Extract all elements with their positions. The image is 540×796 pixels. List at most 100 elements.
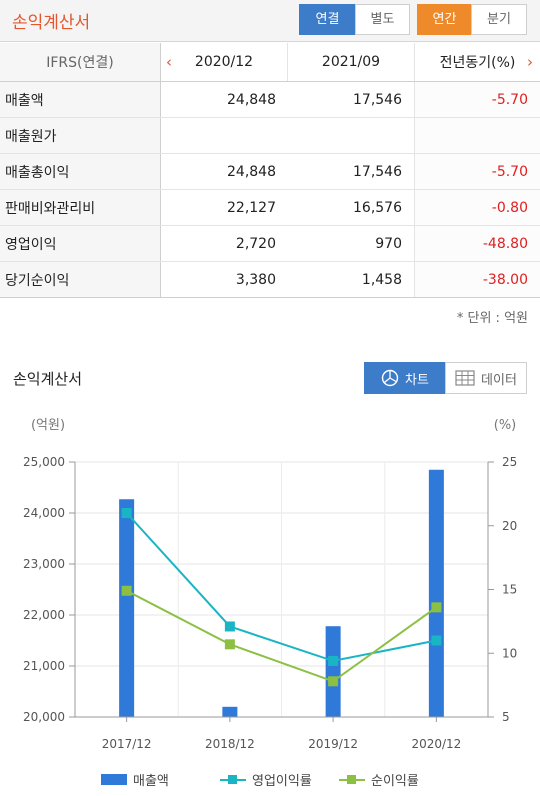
view-toggle: 차트 데이터 xyxy=(364,362,527,394)
chart-view-button[interactable]: 차트 xyxy=(364,362,446,394)
prev-period-icon[interactable]: ‹ xyxy=(166,53,172,71)
period-toggle: 연간 분기 xyxy=(417,4,527,35)
series-point xyxy=(121,508,132,518)
column-header: 전년동기(%) xyxy=(415,43,540,81)
header-bar: 손익계산서 연결 별도 연간 분기 xyxy=(0,0,540,42)
pie-chart-icon xyxy=(381,369,399,387)
cell-change: -5.70 xyxy=(415,154,540,189)
right-tick-label: 5 xyxy=(502,710,510,724)
row-label: 매출원가 xyxy=(0,118,161,153)
table-header-row: IFRS(연결) 2020/12 2021/09 전년동기(%) ‹ › xyxy=(0,43,540,82)
cell-change: -5.70 xyxy=(415,82,540,117)
data-view-button[interactable]: 데이터 xyxy=(445,362,527,394)
legend-swatch xyxy=(220,774,246,785)
legend-label: 매출액 xyxy=(133,774,169,789)
row-label: 당기순이익 xyxy=(0,262,161,297)
page-title: 손익계산서 xyxy=(12,13,91,33)
series-point xyxy=(224,621,235,632)
cell-change: -0.80 xyxy=(415,190,540,225)
separate-button[interactable]: 별도 xyxy=(355,4,410,35)
cell-change xyxy=(415,118,540,153)
series-point xyxy=(431,635,442,646)
cell-change: -48.80 xyxy=(415,226,540,261)
table-row: 당기순이익 3,380 1,458 -38.00 xyxy=(0,262,540,298)
revenue-bar xyxy=(325,626,341,717)
table-corner-label: IFRS(연결) xyxy=(0,43,161,81)
right-tick-label: 25 xyxy=(502,455,517,469)
x-tick-label: 2019/12 xyxy=(308,737,358,751)
cell-value: 3,380 xyxy=(235,271,276,288)
legend-label: 영업이익률 xyxy=(252,774,312,789)
series-line xyxy=(125,512,437,662)
left-tick-label: 21,000 xyxy=(23,659,65,673)
left-tick-label: 25,000 xyxy=(23,455,65,469)
cell-value: 1,458 xyxy=(288,262,415,297)
series-point xyxy=(224,639,235,650)
chart-view-label: 차트 xyxy=(405,372,429,388)
legend-item[interactable]: 매출액 xyxy=(101,770,169,789)
series-point xyxy=(328,676,339,687)
cell-value xyxy=(288,118,415,153)
chart-section-title: 손익계산서 xyxy=(13,370,83,388)
annual-button[interactable]: 연간 xyxy=(417,4,472,35)
legend-item[interactable]: 순이익률 xyxy=(339,770,419,789)
right-tick-label: 10 xyxy=(502,646,517,660)
left-tick-label: 20,000 xyxy=(23,710,65,724)
quarterly-button[interactable]: 분기 xyxy=(471,4,527,35)
table-row: 매출액 24,848 17,546 -5.70 xyxy=(0,82,540,118)
unit-note: * 단위 : 억원 xyxy=(456,311,528,326)
table-row: 매출총이익 24,848 17,546 -5.70 xyxy=(0,154,540,190)
cell-value: 22,127 xyxy=(227,199,276,216)
revenue-bar xyxy=(428,469,444,717)
row-label: 매출액 xyxy=(0,82,161,117)
table-row: 영업이익 2,720 970 -48.80 xyxy=(0,226,540,262)
table-row: 판매비와관리비 22,127 16,576 -0.80 xyxy=(0,190,540,226)
legend-swatch xyxy=(339,774,365,785)
next-period-icon[interactable]: › xyxy=(527,53,533,71)
bar-series xyxy=(119,469,444,717)
row-label: 판매비와관리비 xyxy=(0,190,161,225)
left-axis-unit: (억원) xyxy=(31,418,65,433)
left-tick-label: 23,000 xyxy=(23,557,65,571)
revenue-bar xyxy=(222,706,238,717)
series-line xyxy=(126,589,437,683)
income-chart: (억원) (%) 20,00021,00022,00023,00024,0002… xyxy=(23,418,517,751)
line-series xyxy=(121,508,442,687)
series-point xyxy=(431,602,442,613)
x-tick-label: 2017/12 xyxy=(102,737,152,751)
legend-item[interactable]: 영업이익률 xyxy=(220,770,312,789)
left-tick-label: 22,000 xyxy=(23,608,65,622)
row-label: 매출총이익 xyxy=(0,154,161,189)
legend-label: 순이익률 xyxy=(371,774,419,789)
row-label: 영업이익 xyxy=(0,226,161,261)
right-axis-unit: (%) xyxy=(494,418,517,433)
consolidated-button[interactable]: 연결 xyxy=(299,4,356,35)
cell-value: 2,720 xyxy=(235,235,276,252)
cell-value xyxy=(161,118,288,153)
revenue-bar xyxy=(119,499,135,717)
column-header: 2020/12 xyxy=(161,43,288,81)
cell-value: 24,848 xyxy=(227,91,276,108)
table-grid-icon xyxy=(455,370,475,386)
x-tick-label: 2020/12 xyxy=(411,737,461,751)
cell-value: 16,576 xyxy=(288,190,415,225)
right-tick-label: 20 xyxy=(502,519,517,533)
chart-axes: 20,000 21,000 22,000 23,000 24,000 25,000 5 10 1… xyxy=(23,455,517,751)
series-point xyxy=(328,655,339,666)
cell-value: 970 xyxy=(288,226,415,261)
table-row: 매출원가 xyxy=(0,118,540,154)
cell-value: 17,546 xyxy=(288,82,415,117)
chart-grid xyxy=(75,461,488,718)
legend-swatch xyxy=(101,774,127,785)
scope-toggle: 연결 별도 xyxy=(299,4,410,35)
column-header: 2021/09 xyxy=(288,43,415,81)
cell-value: 17,546 xyxy=(288,154,415,189)
series-point xyxy=(121,585,132,596)
cell-value: 24,848 xyxy=(227,163,276,180)
right-tick-label: 15 xyxy=(502,583,517,597)
data-view-label: 데이터 xyxy=(481,372,517,388)
cell-change: -38.00 xyxy=(415,262,540,297)
chart-legend: 매출액 영업이익률 순이익률 xyxy=(0,770,540,790)
left-tick-label: 24,000 xyxy=(23,506,65,520)
x-tick-label: 2018/12 xyxy=(205,737,255,751)
